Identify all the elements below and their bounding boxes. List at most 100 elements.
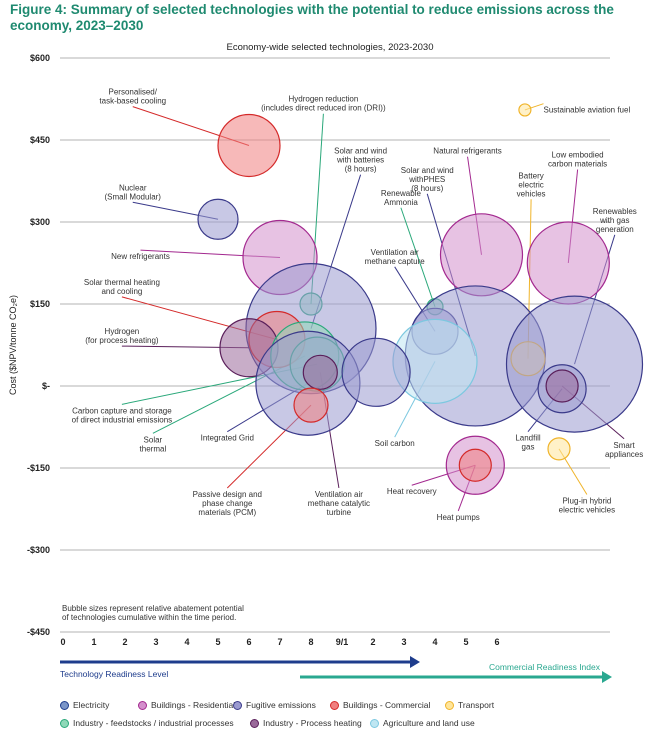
bubble-label-line: New refrigerants [111, 252, 170, 261]
bubble-label: Renewables with gas generation [593, 207, 637, 234]
bubble-label-line: with batteries [336, 156, 384, 165]
commercial-readiness-label: Commercial Readiness Index [489, 662, 601, 672]
bubble-label-line: materials (PCM) [198, 508, 256, 517]
bubble-label: Hydrogen reduction (includes direct reduc… [261, 95, 386, 113]
technology-readiness-arrowhead [410, 656, 420, 668]
chart-title: Economy-wide selected technologies, 2023… [226, 42, 433, 53]
bubble-label-line: and cooling [101, 287, 142, 296]
bubble-label-line: Carbon capture and storage [72, 406, 172, 415]
bubble-label: Hydrogen (for process heating) [85, 327, 159, 345]
bubble-label-line: Ventilation air [315, 490, 363, 499]
x-tick-label: 0 [60, 637, 65, 647]
chart-note: Bubble sizes represent relative abatemen… [62, 604, 244, 622]
bubble-label-line: (for process heating) [85, 336, 159, 345]
bubble-label-line: Passive design and [193, 490, 262, 499]
bubble [547, 437, 571, 461]
bubble-label-line: withPHES [408, 175, 445, 184]
legend-item-transport: Transport [445, 700, 494, 710]
bubble-label-line: Renewable [381, 189, 422, 198]
legend-item-industry-feedstocks: Industry - feedstocks / industrial proce… [60, 718, 234, 728]
y-axis-label: Cost ($NPV/tonne CO₂e) [8, 295, 18, 395]
bubble-label-line: methane capture [365, 257, 426, 266]
bubble-label: Integrated Grid [201, 434, 254, 443]
bubble-label-line: Solar and wind [334, 147, 387, 156]
bubble-label-line: Solar [144, 435, 163, 444]
bubble [439, 213, 524, 297]
bubble-label-line: gas [522, 443, 535, 452]
chart-note-line: Bubble sizes represent relative abatemen… [62, 604, 244, 613]
bubble-label-line: task-based cooling [99, 97, 166, 106]
bubble-label-line: Soil carbon [375, 439, 415, 448]
x-tick-label: 5 [215, 637, 220, 647]
x-tick-label: 2 [122, 637, 127, 647]
legend-swatch-industry-feedstocks [60, 718, 69, 728]
bubble-label: Landfill gas [515, 434, 541, 452]
bubble-label: Passive design and phase change materials … [193, 490, 262, 517]
bubble [505, 295, 644, 433]
bubble-label: Nuclear (Small Modular) [105, 183, 162, 201]
bubble-label-line: with gas [599, 216, 629, 225]
y-tick-label: $600 [30, 53, 50, 63]
bubble-label-line: Heat pumps [437, 513, 480, 522]
bubble [197, 198, 239, 240]
x-tick-label: 4 [184, 637, 189, 647]
bubble-label-line: Smart [613, 441, 635, 450]
bubble-label: Soil carbon [375, 439, 415, 448]
y-tick-label: -$450 [27, 627, 50, 637]
bubble-label-line: Integrated Grid [201, 434, 254, 443]
bubble-label-line: (Small Modular) [105, 192, 162, 201]
x-tick-label: 7 [277, 637, 282, 647]
bubble-label-line: of direct industrial emissions [72, 415, 172, 424]
legend-swatch-buildings-commercial [330, 700, 339, 710]
legend-label: Agriculture and land use [383, 718, 475, 728]
technology-readiness-label: Technology Readiness Level [60, 669, 168, 679]
legend-label: Electricity [73, 700, 110, 710]
y-tick-label: $150 [30, 299, 50, 309]
legend-swatch-agriculture [370, 718, 379, 728]
y-tick-label: $450 [30, 135, 50, 145]
bubble-label: Low embodied carbon materials [548, 150, 607, 168]
bubble [458, 448, 492, 482]
legend-swatch-industry-process-heating [250, 718, 259, 728]
figure-title: Figure 4: Summary of selected technologi… [10, 2, 614, 33]
x-tick-label: 3 [401, 637, 406, 647]
bubble-label-line: (8 hours) [411, 184, 443, 193]
bubble-label-line: electric vehicles [559, 506, 615, 515]
legend-item-electricity: Electricity [60, 700, 109, 710]
bubble-label-line: thermal [140, 444, 167, 453]
x-tick-label: 3 [153, 637, 158, 647]
bubble-label: Renewable Ammonia [381, 189, 422, 207]
bubble-label: Plug-in hybrid electric vehicles [559, 497, 615, 515]
bubble-label-line: Battery [518, 171, 543, 180]
legend-label: Transport [458, 700, 495, 710]
bubble-label-line: Sustainable aviation fuel [544, 106, 631, 115]
bubble [545, 369, 579, 403]
bubble-label-line: (includes direct reduced iron (DRI)) [261, 104, 386, 113]
legend-swatch-buildings-residential [138, 700, 147, 710]
x-tick-label: 6 [494, 637, 499, 647]
bubble [217, 113, 281, 178]
bubble-label: Battery electric vehicles [517, 171, 546, 198]
legend-swatch-transport [445, 700, 454, 710]
y-tick-label: -$300 [27, 545, 50, 555]
bubble-label: Ventilation air methane catalytic turbine [308, 490, 370, 517]
legend-label: Fugitive emissions [246, 700, 316, 710]
bubble-label: Heat recovery [387, 487, 437, 496]
bubble-label-line: Hydrogen [105, 327, 140, 336]
legend-item-agriculture: Agriculture and land use [370, 718, 475, 728]
bubble-label-line: Solar thermal heating [84, 278, 160, 287]
bubble-label: Carbon capture and storage of direct indu… [72, 406, 173, 424]
legend-label: Industry - feedstocks / industrial proce… [73, 718, 234, 728]
legend-swatch-electricity [60, 700, 69, 710]
bubble [293, 387, 329, 423]
bubble [526, 221, 610, 305]
bubble-label: Sustainable aviation fuel [544, 106, 631, 115]
x-tick-label: 6 [246, 637, 251, 647]
bubble-label-line: Personalised/ [109, 88, 158, 97]
legend-label: Buildings - Residential [151, 700, 236, 710]
x-tick-label: 5 [463, 637, 468, 647]
bubble [518, 103, 532, 117]
bubble-label: Solar and wind with batteries (8 hours) [334, 147, 387, 174]
bubble-label-line: turbine [327, 508, 352, 517]
